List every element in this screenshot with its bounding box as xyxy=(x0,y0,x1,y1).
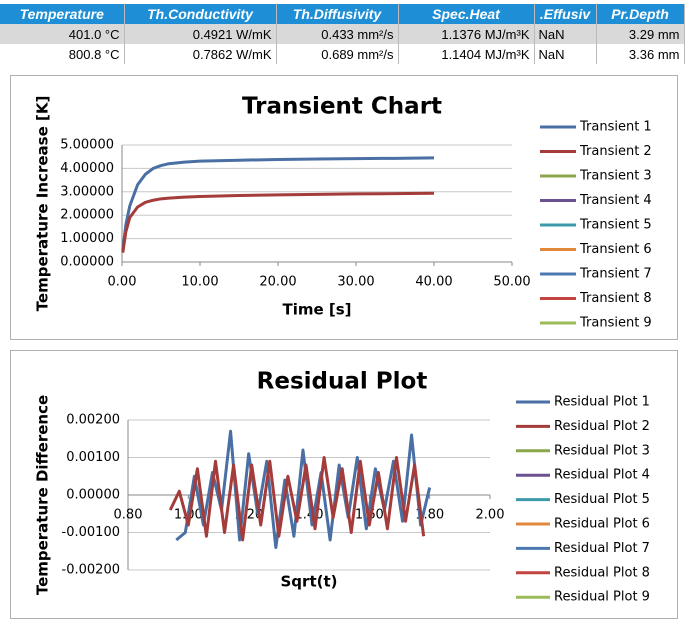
table-row: 800.8 °C 0.7862 W/mK 0.689 mm²/s 1.1404 MJ/… xyxy=(0,44,685,64)
header-row: Temperature Th.Conductivity Th.Diffusivity… xyxy=(0,4,685,24)
series-line xyxy=(168,456,426,542)
x-tick-label: 50.00 xyxy=(493,275,530,290)
column-header: Th.Conductivity xyxy=(124,4,277,24)
legend-label: Transient 9 xyxy=(579,316,652,331)
legend-label: Residual Plot 4 xyxy=(554,468,650,483)
y-axis-label: Temperature Difference xyxy=(34,395,52,595)
chart-frame xyxy=(10,350,678,619)
legend-label: Residual Plot 6 xyxy=(554,517,650,532)
column-header: Temperature xyxy=(0,4,125,24)
legend-label: Transient 7 xyxy=(579,267,652,282)
x-tick-label: 10.00 xyxy=(181,275,218,290)
y-tick-label: 0.00000 xyxy=(60,255,114,270)
x-tick-label: 0.00 xyxy=(108,275,137,290)
column-header: Pr.Depth xyxy=(596,4,685,24)
legend-label: Transient 2 xyxy=(579,144,652,159)
legend-label: Transient 1 xyxy=(579,120,652,135)
table-cell: NaN xyxy=(534,44,597,64)
table-cell: 0.689 mm²/s xyxy=(276,44,399,64)
table-cell: 0.7862 W/mK xyxy=(124,44,277,64)
table-cell: 0.4921 W/mK xyxy=(124,24,277,44)
x-tick-label: 0.80 xyxy=(114,508,143,523)
legend-label: Residual Plot 8 xyxy=(554,565,650,580)
y-tick-label: -0.00100 xyxy=(62,525,120,540)
table-row: 401.0 °C 0.4921 W/mK 0.433 mm²/s 1.1376 MJ/… xyxy=(0,24,685,44)
table-cell: 1.1404 MJ/m³K xyxy=(398,44,535,64)
series-line xyxy=(175,429,432,549)
y-tick-label: 1.00000 xyxy=(60,231,114,246)
legend-label: Transient 4 xyxy=(579,193,652,208)
x-axis-label: Sqrt(t) xyxy=(281,573,338,591)
legend-label: Transient 6 xyxy=(579,242,652,257)
legend-label: Residual Plot 1 xyxy=(554,395,650,410)
table-cell: NaN xyxy=(534,24,597,44)
y-tick-label: 5.00000 xyxy=(60,138,114,153)
legend-label: Residual Plot 2 xyxy=(554,419,650,434)
chart-frame xyxy=(10,75,678,340)
y-tick-label: 2.00000 xyxy=(60,208,114,223)
legend-label: Residual Plot 9 xyxy=(554,590,650,605)
series-line xyxy=(121,191,435,253)
legend-label: Transient 8 xyxy=(579,291,652,306)
y-tick-label: 0.00100 xyxy=(66,450,120,465)
legend-label: Residual Plot 5 xyxy=(554,492,650,507)
table-cell: 800.8 °C xyxy=(0,44,125,64)
table-cell: 1.1376 MJ/m³K xyxy=(398,24,535,44)
results-table: Temperature Th.Conductivity Th.Diffusivity… xyxy=(0,4,685,64)
column-header: Th.Diffusivity xyxy=(276,4,399,24)
table-cell: 3.36 mm xyxy=(596,44,685,64)
table-cell: 3.29 mm xyxy=(596,24,685,44)
chart-title: Transient Chart xyxy=(242,94,442,120)
y-tick-label: 4.00000 xyxy=(60,161,114,176)
legend-label: Transient 3 xyxy=(579,169,652,184)
y-tick-label: 3.00000 xyxy=(60,184,114,199)
x-tick-label: 40.00 xyxy=(415,275,452,290)
y-axis-label: Temperature Increase [K] xyxy=(34,96,52,312)
y-tick-label: -0.00200 xyxy=(62,563,120,578)
column-header: Spec.Heat xyxy=(398,4,535,24)
chart-title: Residual Plot xyxy=(257,369,428,395)
table-body: 401.0 °C 0.4921 W/mK 0.433 mm²/s 1.1376 MJ/… xyxy=(0,24,685,64)
series-line xyxy=(121,156,435,251)
x-tick-label: 2.00 xyxy=(476,508,505,523)
column-header: .Effusiv xyxy=(534,4,597,24)
table-cell: 0.433 mm²/s xyxy=(276,24,399,44)
table-cell: 401.0 °C xyxy=(0,24,125,44)
x-tick-label: 20.00 xyxy=(259,275,296,290)
y-tick-label: 0.00000 xyxy=(66,488,120,503)
x-axis-label: Time [s] xyxy=(282,301,351,319)
legend-label: Residual Plot 7 xyxy=(554,541,650,556)
x-tick-label: 30.00 xyxy=(337,275,374,290)
legend-label: Transient 5 xyxy=(579,218,652,233)
legend-label: Residual Plot 3 xyxy=(554,443,650,458)
y-tick-label: 0.00200 xyxy=(66,413,120,428)
